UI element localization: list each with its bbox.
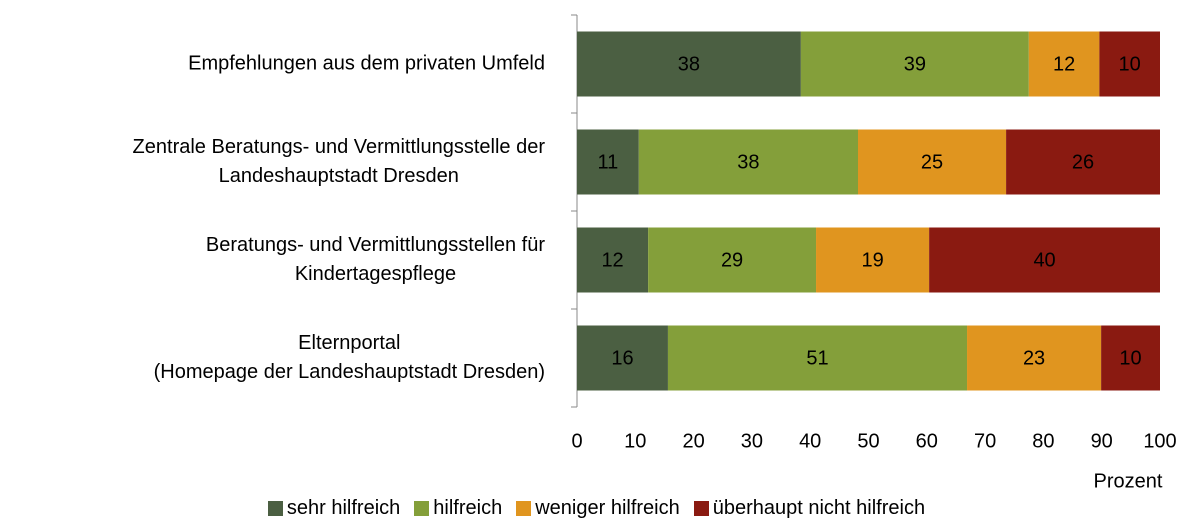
x-tick-label: 50 xyxy=(857,430,879,452)
legend: sehr hilfreich hilfreich weniger hilfreich… xyxy=(0,497,1193,520)
legend-item: überhaupt nicht hilfreich xyxy=(693,497,926,520)
data-label: 38 xyxy=(678,53,700,75)
bar-segment xyxy=(816,227,930,293)
legend-item: hilfreich xyxy=(414,497,502,520)
bar-segment xyxy=(1028,31,1100,97)
bar-segment xyxy=(667,325,968,391)
y-tick-label: Beratungs- und Vermittlungsstellen für K… xyxy=(205,234,545,285)
y-tick-label: Elternportal (Homepage der Landeshauptst… xyxy=(153,332,545,383)
data-label: 39 xyxy=(904,53,926,75)
bar-segment xyxy=(929,227,1160,293)
x-tick-label: 0 xyxy=(571,430,582,452)
data-label: 12 xyxy=(1053,53,1075,75)
data-label: 11 xyxy=(598,151,619,173)
x-axis-label: Prozent xyxy=(1094,470,1163,492)
data-label: 26 xyxy=(1072,151,1094,173)
y-tick-label: Empfehlungen aus dem privaten Umfeld xyxy=(188,52,545,75)
bar-segment xyxy=(967,325,1102,391)
legend-label: weniger hilfreich xyxy=(535,497,680,519)
y-tick-label: Zentrale Beratungs- und Vermittlungsstel… xyxy=(132,136,545,187)
data-label: 29 xyxy=(721,249,743,271)
data-label: 23 xyxy=(1023,347,1045,369)
x-tick-label: 30 xyxy=(741,430,763,452)
legend-label: hilfreich xyxy=(433,497,503,519)
data-label: 25 xyxy=(921,151,943,173)
x-tick-label: 60 xyxy=(916,430,938,452)
legend-swatch xyxy=(414,501,430,516)
bar-segment xyxy=(638,129,859,195)
legend-label: sehr hilfreich xyxy=(286,497,401,519)
x-tick-label: 70 xyxy=(974,430,996,452)
legend-item: weniger hilfreich xyxy=(516,497,680,520)
legend-swatch xyxy=(267,501,283,516)
x-tick-label: 10 xyxy=(624,430,646,452)
x-tick-label: 90 xyxy=(1091,430,1113,452)
bar-segment xyxy=(648,227,817,293)
legend-item: sehr hilfreich xyxy=(267,497,401,520)
legend-swatch xyxy=(693,501,709,516)
bar-segment xyxy=(577,325,668,391)
data-label: 38 xyxy=(737,151,759,173)
data-label: 19 xyxy=(861,249,883,271)
x-tick-label: 100 xyxy=(1143,430,1176,452)
data-label: 16 xyxy=(611,347,633,369)
bar-segment xyxy=(1006,129,1160,195)
bar-segment xyxy=(577,31,801,97)
data-label: 12 xyxy=(601,249,623,271)
data-label: 10 xyxy=(1119,53,1141,75)
legend-label: überhaupt nicht hilfreich xyxy=(712,497,926,519)
bar-segment xyxy=(800,31,1029,97)
x-tick-label: 20 xyxy=(682,430,704,452)
bar-segment xyxy=(577,227,649,293)
bar-segment xyxy=(1101,325,1160,391)
bar-segment xyxy=(577,129,639,195)
data-label: 40 xyxy=(1033,249,1055,271)
data-label: 10 xyxy=(1119,347,1141,369)
bar-segment xyxy=(858,129,1007,195)
bar-segment xyxy=(1099,31,1160,97)
legend-swatch xyxy=(516,501,532,516)
x-tick-label: 40 xyxy=(799,430,821,452)
data-label: 51 xyxy=(806,347,828,369)
x-tick-label: 80 xyxy=(1032,430,1054,452)
